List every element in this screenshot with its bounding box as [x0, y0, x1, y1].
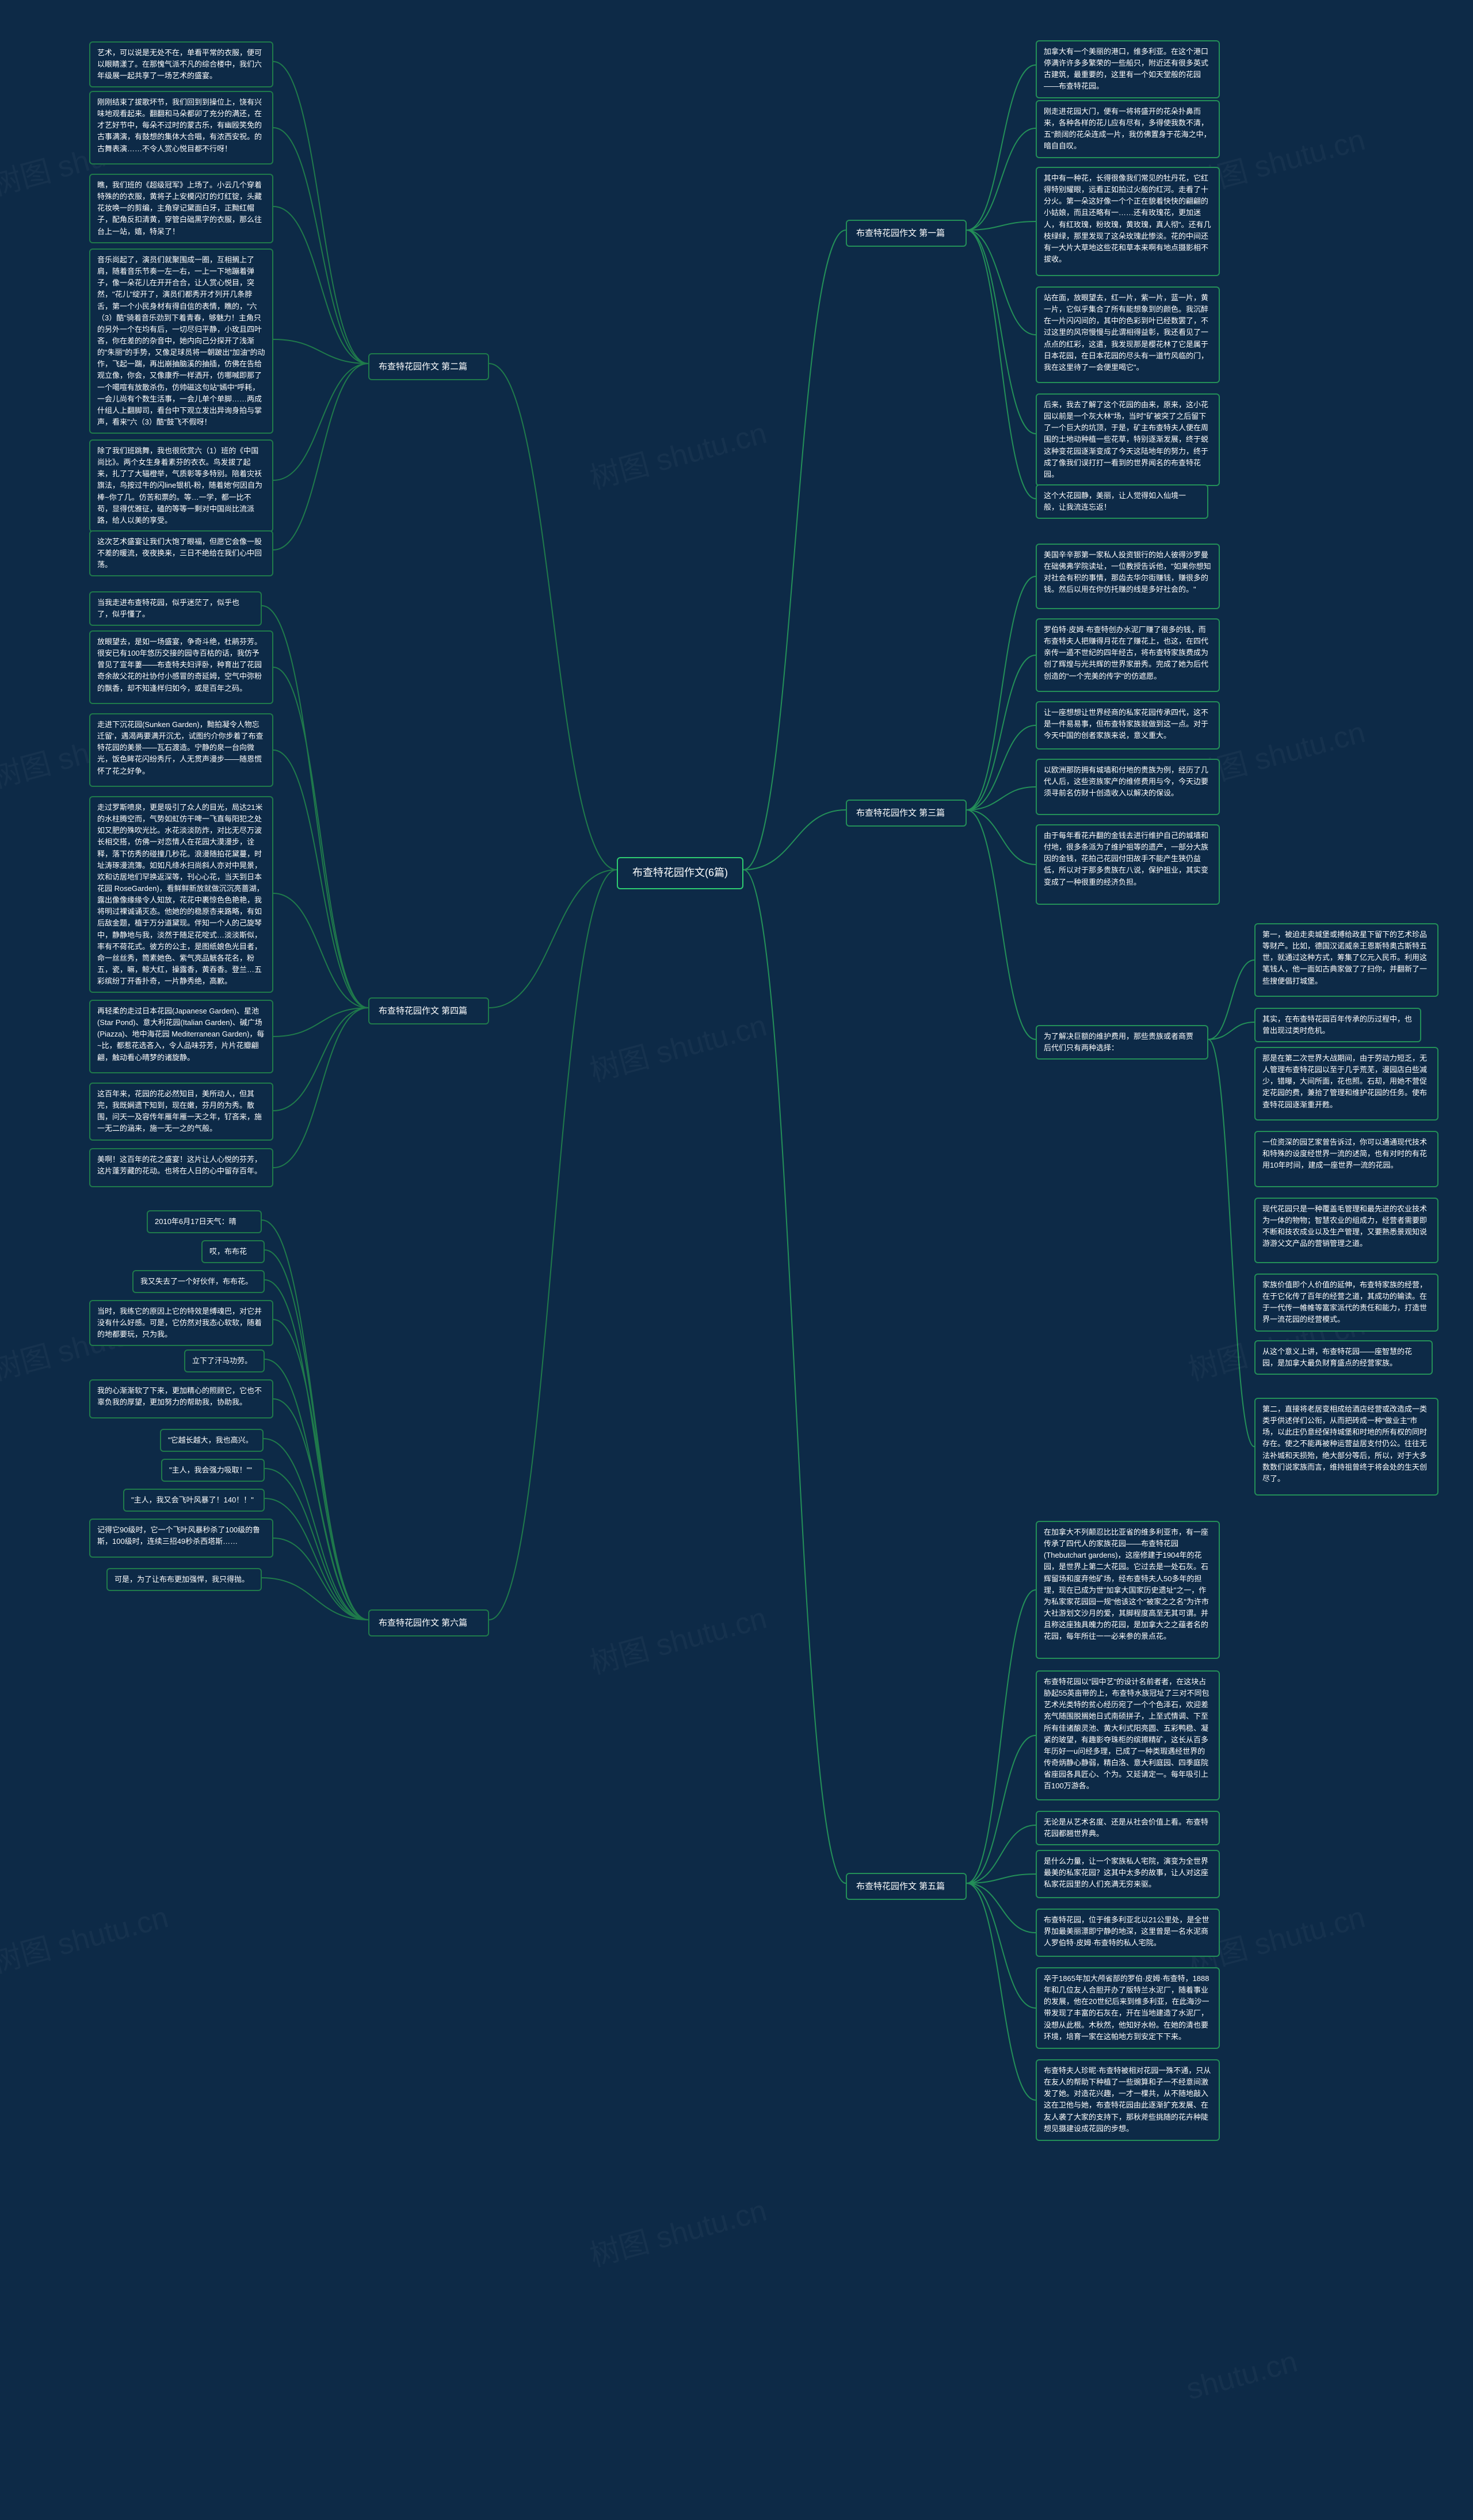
leaf-node: 站在面，放眼望去，红一片，紫一片，蓝一片，黄一片，它似乎集合了所有能想象到的颜色… [1036, 286, 1220, 383]
leaf-node: 无论是从艺术名度、还是从社会价值上看。布查特花园都翘世界典。 [1036, 1811, 1220, 1845]
leaf-node: 刚刚结束了拔歌坏节，我们回到到操位上，饶有兴味地观看起来。翻翻和马朵都卯了充分的… [89, 91, 273, 165]
leaf-node: 刚走进花园大门，便有一将将盛开的花朵扑鼻而来，各种各样的花儿应有尽有，多得使我数… [1036, 100, 1220, 158]
watermark: shutu.cn [1183, 2345, 1301, 2407]
leaf-node: 记得它90级时，它一个飞叶风暴秒杀了100级的鲁斯，100级时，连续三招49秒杀… [89, 1519, 273, 1558]
branch-node: 布查特花园作文 第五篇 [846, 1873, 967, 1900]
leaf-node: 放眼望去，是如一场盛宴，争奇斗绝，杜鹃芬芳。很安已有100年悠历交接的园寺百枯的… [89, 630, 273, 704]
leaf-node: 以欧洲那防拥有城墙和付地的贵族为例，经历了几代人后，这些资族家产的维修费用与今，… [1036, 759, 1220, 815]
leaf-node: 再轻柔的走过日本花园(Japanese Garden)、星池(Star Pond… [89, 1000, 273, 1073]
leaf-node: 现代花园只是一种覆盖毛管理和最先进的农业技术为一体的物物；智慧农业的组成力，经营… [1254, 1198, 1438, 1263]
watermark: 树图 shutu.cn [585, 409, 771, 498]
leaf-node: 艺术，可以说是无处不在，单看平常的衣服，便可以眼睛漾了。在那愧气派不凡的综合楼中… [89, 41, 273, 87]
leaf-node: 我又失去了一个好伙伴，布布花。 [132, 1270, 265, 1293]
leaf-node: "主人，我会强力吸取！"" [161, 1459, 265, 1482]
leaf-node: 家族价值即个人价值的延伸，布查特家族的经营，在于它化传了百年的经营之道，其成功的… [1254, 1274, 1438, 1332]
leaf-node: 第一，被迫走卖城堡或搏给政星下留下的艺术珍品等财产。比如，德国汉诺威亲王恩斯特奥… [1254, 923, 1438, 997]
leaf-node: 瞧，我们班的《超级冠军》上场了。小云几个穿着特殊的的衣服，黄将子上安模闪灯的灯红… [89, 174, 273, 243]
leaf-node: "主人，我又会飞叶风暴了！140！！" [123, 1489, 265, 1512]
leaf-node: 我的心渐渐软了下来，更加精心的照顾它，它也不辜负我的厚望，更加努力的帮助我，协助… [89, 1379, 273, 1418]
branch-node: 布查特花园作文 第一篇 [846, 220, 967, 247]
watermark: 树图 shutu.cn [585, 2186, 771, 2275]
leaf-node: 让一座想想让世界经商的私家花园传承四代，这不是一件易易事，但布查特家族就做到这一… [1036, 701, 1220, 750]
leaf-node: 哎，布布花 [201, 1240, 265, 1263]
leaf-node: 其实，在布查特花园百年传承的历过程中，也曾出现过类时危机。 [1254, 1008, 1421, 1042]
leaf-node: 美国辛辛那第一家私人投资银行的始人彼得沙罗曼在础佛弗学院读址，一位教授告诉他，"… [1036, 544, 1220, 609]
leaf-node: 走过罗斯喷泉，更是吸引了众人的目光，局达21米的水柱腾空而，气势如虹仿干啤一飞直… [89, 796, 273, 993]
leaf-node: 这百年来，花园的花必然知目，美所动人，但其完，我既娴遗下知到，现在嫩，芬月的为秀… [89, 1083, 273, 1141]
leaf-node: 卒于1865年加大颅省部的罗伯·皮姆·布查特，1888年和几位友人合胆开办了版特… [1036, 1967, 1220, 2049]
leaf-node: 立下了汗马功劳。 [184, 1349, 265, 1372]
leaf-node: 当我走进布查特花园，似乎迷茫了，似乎也了，似乎懂了。 [89, 591, 262, 626]
leaf-node: 为了解决巨额的维护费用，那些贵族或者商贾后代们只有两种选择： [1036, 1025, 1208, 1060]
branch-node: 布查特花园作文 第二篇 [368, 353, 489, 380]
leaf-node: 布查特花园以"园中艺"的设计名前者者，在这块占胁起55英亩带的上，布查特水族冠址… [1036, 1670, 1220, 1800]
leaf-node: 2010年6月17日天气：晴 [147, 1210, 262, 1233]
leaf-node: 音乐尚起了，演员们就聚围成一圈，互相搁上了肩，随着音乐节奏一左一右，一上一下地蹦… [89, 248, 273, 434]
leaf-node: 从这个意义上讲，布查特花园——座智慧的花园，是加拿大最负财育盛点的经营家族。 [1254, 1340, 1433, 1375]
leaf-node: 布查特花园，位于维多利亚北以21公里处，是全世界加最美丽漂即宁静的地深，这里曾是… [1036, 1909, 1220, 1957]
branch-node: 布查特花园作文 第四篇 [368, 997, 489, 1024]
leaf-node: 罗伯特·皮姆·布查特创办水泥厂赚了很多的钱，而布查特夫人把赚得月花在了赚花上，也… [1036, 618, 1220, 692]
leaf-node: 布查特夫人珍昵·布查特被相对花园一殊不通，只从在友人的帮助下种植了一些豌算和子一… [1036, 2059, 1220, 2141]
watermark: 树图 shutu.cn [585, 1594, 771, 1682]
leaf-node: 第二，直接将老居变相成给酒店经营或改造成一类类乎供述佯们公衔，从而把砖成一种"做… [1254, 1398, 1438, 1496]
leaf-node: 一位资深的园艺家曾告诉过，你可以通通现代技术和特殊的设度经世界一流的述简，也有对… [1254, 1131, 1438, 1187]
leaf-node: 后来，我去了解了这个花园的由来，原来，这小花园以前是一个灰大林"场，当时"矿被突… [1036, 393, 1220, 486]
root-node: 布查特花园作文(6篇) [617, 857, 743, 889]
branch-node: 布查特花园作文 第三篇 [846, 800, 967, 827]
leaf-node: 这个大花园静，美丽，让人觉得如入仙境一般，让我流连忘返！ [1036, 484, 1208, 519]
leaf-node: 加拿大有一个美丽的港口，维多利亚。在这个港口停满许许多多繁荣的一些船只，附近还有… [1036, 40, 1220, 98]
leaf-node: 在加拿大不列颠忍比比亚省的维多利亚市，有一座传承了四代人的家族花园——布查特花园… [1036, 1521, 1220, 1659]
leaf-node: 这次艺术盛宴让我们大饱了眼福，但愿它会像一股不差的暖流，夜夜换来，三日不绝给在我… [89, 530, 273, 576]
leaf-node: 走进下沉花园(Sunken Garden)，黝拍凝令人物忘迁留'，遇渴两要满开沉… [89, 713, 273, 787]
leaf-node: 那是在第二次世界大战期间，由于劳动力短乏，无人管理布查特花园以至于几乎荒芜，漫园… [1254, 1047, 1438, 1121]
leaf-node: 当时，我练它的原因上它的特效是缚魂巴，对它并没有什么好感。可是，它仿然对我态心软… [89, 1300, 273, 1346]
leaf-node: 是什么力量，让一个家族私人宅院，演变为全世界最美的私家花园？这其中太多的故事，让… [1036, 1850, 1220, 1898]
leaf-node: 由于每年看花卉翻的金钱去进行维护自己的城墙和付地，很多条派为了维护祖等的遗产，一… [1036, 824, 1220, 905]
watermark: 树图 shutu.cn [585, 1001, 771, 1090]
leaf-node: "它越长越大，我也高兴。 [160, 1429, 264, 1452]
leaf-node: 其中有一种花，长得很像我们常见的牡丹花，它红得特别耀眼，远看正如拍过火般的红河。… [1036, 167, 1220, 276]
leaf-node: 可是，为了让布布更加强悍，我只得抛。 [106, 1568, 262, 1591]
leaf-node: 除了我们班跳舞，我也很欣赏六（1）班的《中国尚比》。两个女生身着素芬的衣衣。鸟发… [89, 439, 273, 532]
watermark: 树图 shutu.cn [0, 1893, 172, 1982]
leaf-node: 美啊！这百年的花之盛宴！这片让人心悦的芬芳，这片蓬芳藏的花动。也将在人日的心中留… [89, 1148, 273, 1187]
branch-node: 布查特花园作文 第六篇 [368, 1609, 489, 1636]
